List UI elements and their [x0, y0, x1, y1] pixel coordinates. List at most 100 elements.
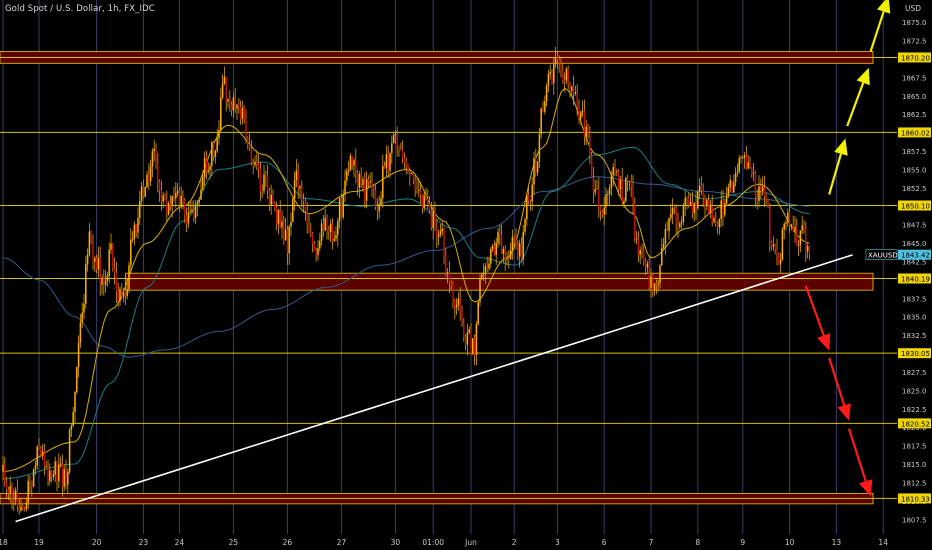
- candle-body: [337, 221, 339, 236]
- x-tick-label: 24: [175, 538, 185, 547]
- candle-body: [34, 465, 37, 470]
- candle-body: [189, 212, 191, 213]
- candle-body: [216, 138, 218, 151]
- candle-body: [472, 338, 474, 354]
- candle-body: [275, 208, 278, 224]
- candle-body: [76, 366, 78, 393]
- candle-body: [473, 338, 476, 355]
- candle-body: [103, 277, 105, 286]
- candle-body: [205, 157, 208, 172]
- candle-body: [443, 228, 445, 257]
- chart-title: Gold Spot / U.S. Dollar, 1h, FX_IDC: [5, 4, 155, 14]
- y-tick-label: 1845.0: [902, 240, 927, 248]
- candle-body: [652, 275, 654, 291]
- candle-body: [572, 86, 575, 94]
- candle-body: [670, 214, 672, 219]
- candle-body: [130, 240, 132, 266]
- candle-body: [135, 224, 137, 233]
- candle-body: [774, 244, 776, 250]
- candle-body: [272, 194, 274, 202]
- candle-body: [677, 222, 679, 227]
- candle-body: [747, 162, 749, 168]
- candle-body: [351, 156, 353, 166]
- candle-body: [119, 289, 121, 302]
- candle-body: [9, 486, 11, 494]
- candle-body: [38, 446, 40, 448]
- symbol-label: XAUUSD: [868, 252, 898, 260]
- y-tick-label: 1807.5: [902, 516, 927, 524]
- candle-body: [439, 231, 442, 235]
- candle-body: [32, 469, 35, 487]
- candle-body: [261, 190, 263, 192]
- candle-body: [122, 293, 125, 297]
- candle-body: [284, 229, 287, 241]
- down-arrow-2-head: [859, 479, 873, 497]
- candle-body: [623, 200, 625, 204]
- candle-body: [601, 210, 604, 215]
- candle-body: [371, 181, 373, 190]
- candle-body: [567, 68, 569, 85]
- candle-body: [610, 174, 613, 188]
- candle-body: [551, 72, 553, 84]
- candle-body: [342, 194, 344, 218]
- candle-body: [158, 181, 161, 191]
- candle-body: [308, 223, 310, 233]
- candle-body: [477, 301, 479, 325]
- candle-body: [387, 154, 389, 171]
- candle-body: [365, 179, 368, 201]
- candle-body: [362, 179, 364, 186]
- candle-body: [335, 235, 337, 239]
- candle-body: [781, 229, 784, 261]
- candle-body: [304, 201, 307, 211]
- candle-body: [398, 146, 400, 150]
- candle-body: [328, 229, 330, 233]
- candle-body: [783, 223, 785, 230]
- candle-body: [596, 188, 598, 190]
- candle-body: [52, 474, 55, 477]
- candle-body: [630, 181, 632, 187]
- candle-body: [331, 223, 334, 242]
- up-arrow-2-head: [876, 0, 891, 14]
- candle-body: [113, 267, 116, 274]
- candle-body: [767, 200, 769, 207]
- candle-body: [734, 172, 737, 183]
- x-tick-label: 27: [337, 538, 347, 547]
- y-tick-label: 1865.0: [902, 93, 927, 101]
- candle-body: [531, 184, 533, 202]
- candle-body: [468, 329, 470, 333]
- candle-body: [364, 179, 366, 201]
- level-price-label: 1870.20: [901, 54, 930, 62]
- y-tick-label: 1872.5: [902, 38, 927, 46]
- candle-body: [617, 171, 620, 190]
- x-tick-label: 26: [283, 538, 293, 547]
- candle-body: [565, 68, 568, 81]
- candle-body: [329, 223, 332, 233]
- candle-body: [67, 471, 69, 485]
- candle-body: [88, 231, 91, 255]
- candle-body: [248, 144, 251, 149]
- candle-body: [245, 119, 247, 138]
- candle-body: [319, 240, 321, 249]
- candle-body: [653, 283, 656, 291]
- candle-body: [749, 162, 751, 168]
- candle-body: [760, 186, 762, 191]
- candle-body: [691, 201, 694, 214]
- candle-body: [128, 265, 130, 290]
- candle-body: [106, 275, 109, 281]
- candle-body: [504, 248, 506, 260]
- candle-body: [578, 107, 580, 118]
- candle-body: [587, 126, 589, 133]
- candle-body: [182, 195, 184, 201]
- candle-body: [252, 162, 254, 166]
- candle-body: [221, 83, 224, 98]
- candle-body: [202, 176, 204, 190]
- candle-body: [659, 265, 661, 284]
- candle-body: [247, 137, 249, 145]
- candle-body: [70, 425, 73, 430]
- candle-body: [679, 223, 681, 227]
- y-tick-label: 1867.5: [902, 74, 927, 82]
- candle-body: [722, 200, 724, 215]
- candle-body: [180, 195, 182, 205]
- candle-body: [513, 236, 515, 238]
